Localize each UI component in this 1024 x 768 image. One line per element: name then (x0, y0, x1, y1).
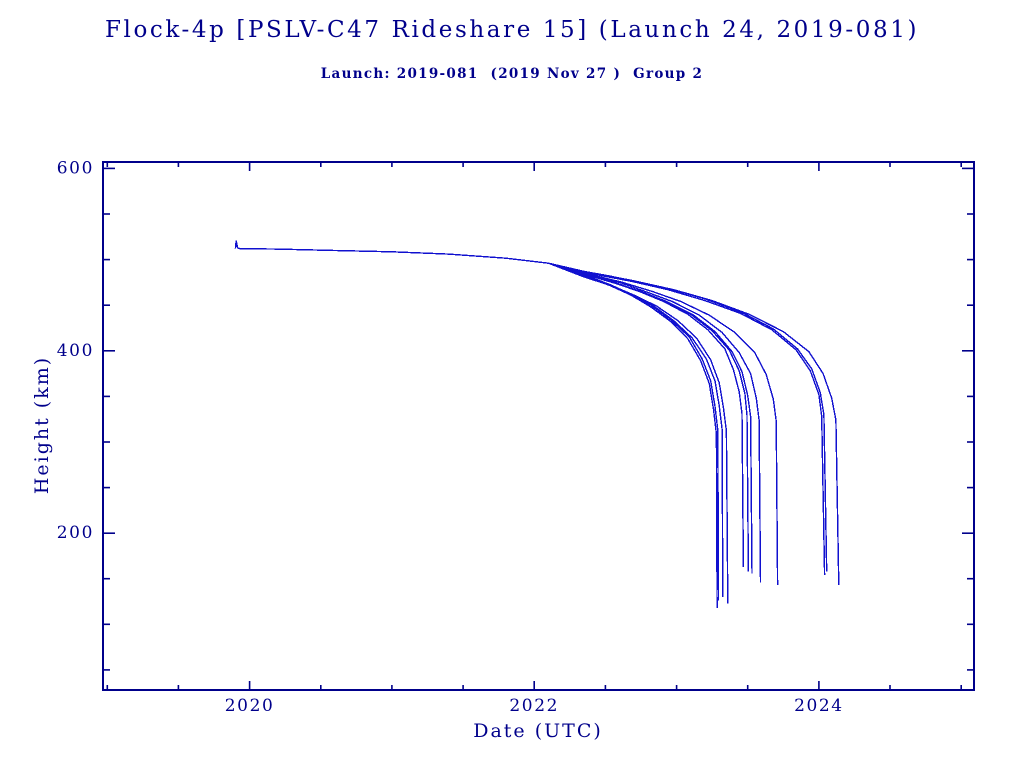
x-tick-label: 2024 (794, 696, 844, 716)
series-line-flock-4p-sat-12 (234, 240, 840, 586)
y-axis-label: Height (km) (31, 355, 53, 495)
series-line-flock-4p-sat-01 (234, 240, 718, 608)
chart-title: Flock-4p [PSLV-C47 Rideshare 15] (Launch… (104, 17, 920, 43)
x-tick-label: 2020 (225, 696, 275, 716)
chart-subtitle: Launch: 2019-081 (2019 Nov 27 ) Group 2 (320, 66, 704, 82)
x-axis-label: Date (UTC) (473, 720, 603, 742)
series-line-flock-4p-sat-11 (234, 240, 828, 572)
series-line-flock-4p-sat-10 (234, 240, 826, 576)
plot-border (102, 161, 975, 691)
y-tick-label: 600 (57, 158, 94, 178)
series-line-flock-4p-sat-09 (234, 240, 779, 586)
y-tick-label: 200 (57, 523, 94, 543)
y-tick-label: 400 (57, 341, 94, 361)
x-tick-label: 2022 (509, 696, 559, 716)
